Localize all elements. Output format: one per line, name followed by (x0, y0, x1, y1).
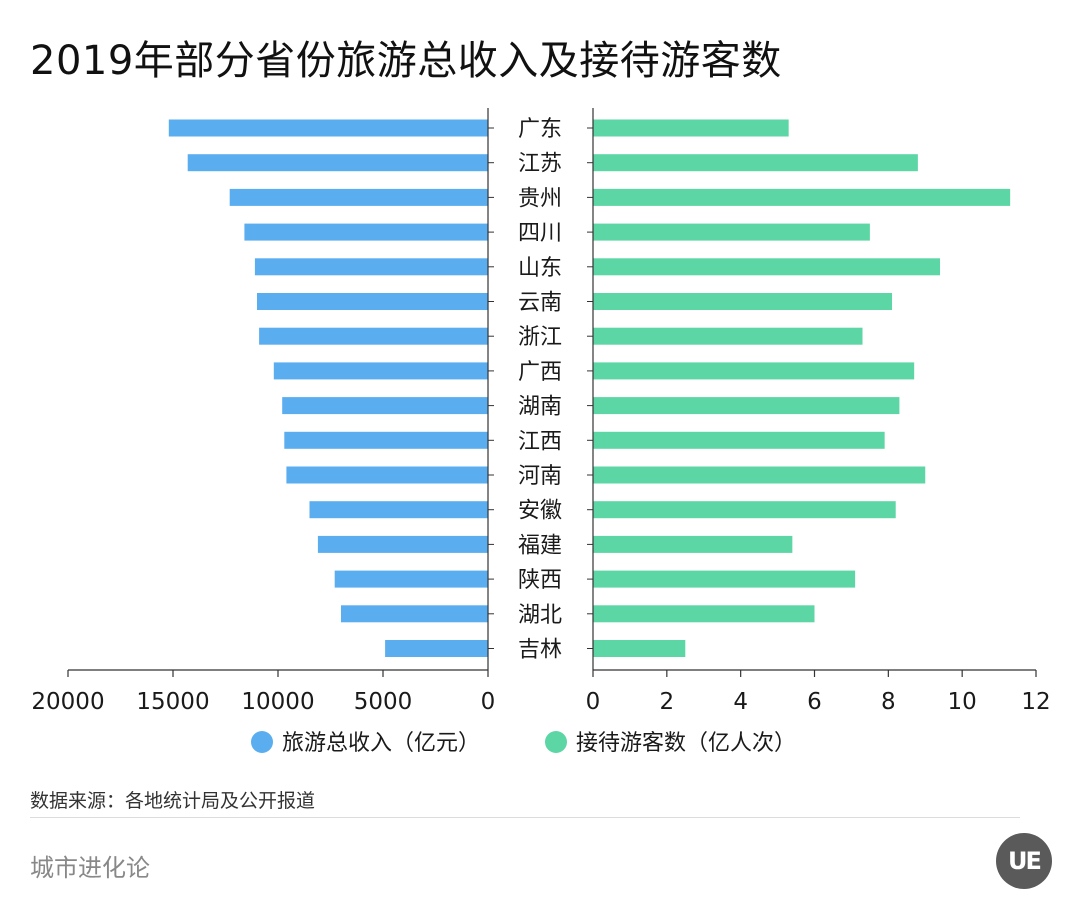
visitors-bar-15 (593, 640, 686, 657)
category-label-1: 江苏 (518, 152, 562, 177)
revenue-bar-1 (187, 154, 488, 172)
right-x-tick-label-0: 0 (586, 689, 601, 715)
legend-marker-visitors (545, 731, 567, 753)
divider (30, 817, 1020, 818)
category-label-13: 陕西 (518, 568, 562, 593)
revenue-bar-2 (229, 188, 488, 206)
right-x-tick-label-5: 10 (948, 689, 977, 715)
visitors-bar-11 (593, 501, 896, 519)
visitors-bar-1 (593, 154, 918, 172)
revenue-bar-13 (334, 570, 488, 588)
revenue-bar-5 (257, 293, 488, 310)
revenue-bar-3 (244, 223, 488, 241)
page-title: 2019年部分省份旅游总收入及接待游客数 (30, 38, 782, 84)
left-x-tick-label-2: 10000 (241, 689, 314, 715)
category-label-15: 吉林 (518, 638, 562, 663)
category-label-4: 山东 (518, 256, 562, 281)
left-x-tick-label-1: 15000 (136, 689, 209, 715)
visitors-bar-10 (593, 466, 926, 484)
category-label-3: 四川 (518, 221, 562, 246)
category-label-5: 云南 (518, 291, 562, 316)
brand-name: 城市进化论 (30, 854, 150, 882)
revenue-bar-15 (385, 640, 488, 657)
visitors-bar-13 (593, 570, 856, 588)
visitors-bar-5 (593, 293, 893, 310)
revenue-bar-4 (254, 258, 488, 276)
visitors-bar-8 (593, 397, 900, 415)
revenue-bar-9 (284, 431, 488, 449)
legend-marker-revenue (251, 731, 273, 753)
visitors-bar-3 (593, 223, 870, 241)
right-x-tick-label-4: 8 (881, 689, 896, 715)
category-label-12: 福建 (518, 533, 562, 558)
revenue-bar-6 (259, 327, 488, 345)
data-source: 数据来源：各地统计局及公开报道 (30, 790, 316, 812)
visitors-bar-7 (593, 362, 915, 380)
category-label-8: 湖南 (518, 395, 562, 420)
right-x-tick-label-6: 12 (1021, 689, 1050, 715)
visitors-bar-4 (593, 258, 941, 276)
visitors-bar-0 (593, 119, 789, 137)
right-x-tick-label-1: 2 (660, 689, 675, 715)
visitors-bar-2 (593, 188, 1011, 206)
category-label-0: 广东 (518, 117, 562, 142)
visitors-bar-6 (593, 327, 863, 345)
revenue-bar-7 (273, 362, 488, 380)
revenue-bar-10 (286, 466, 488, 484)
category-label-7: 广西 (518, 360, 562, 385)
revenue-bar-12 (317, 535, 488, 553)
left-x-tick-label-3: 5000 (354, 689, 413, 715)
ue-logo-icon: UE (996, 833, 1052, 889)
category-label-9: 江西 (518, 429, 562, 454)
left-x-tick-label-0: 20000 (31, 689, 104, 715)
revenue-bar-11 (309, 501, 488, 519)
left-x-tick-label-4: 0 (481, 689, 496, 715)
visitors-bar-12 (593, 535, 793, 553)
visitors-bar-14 (593, 605, 815, 623)
right-x-tick-label-3: 6 (807, 689, 822, 715)
legend-label-visitors: 接待游客数（亿人次） (576, 731, 796, 756)
revenue-bar-14 (341, 605, 488, 623)
revenue-bar-0 (168, 119, 489, 137)
right-x-tick-label-2: 4 (733, 689, 748, 715)
category-label-10: 河南 (518, 464, 562, 489)
category-label-11: 安徽 (518, 499, 562, 524)
category-label-14: 湖北 (518, 603, 562, 628)
legend-label-revenue: 旅游总收入（亿元） (282, 731, 480, 756)
visitors-bar-9 (593, 431, 885, 449)
category-label-2: 贵州 (518, 186, 562, 211)
revenue-bar-8 (282, 397, 488, 415)
category-label-6: 浙江 (518, 325, 562, 350)
